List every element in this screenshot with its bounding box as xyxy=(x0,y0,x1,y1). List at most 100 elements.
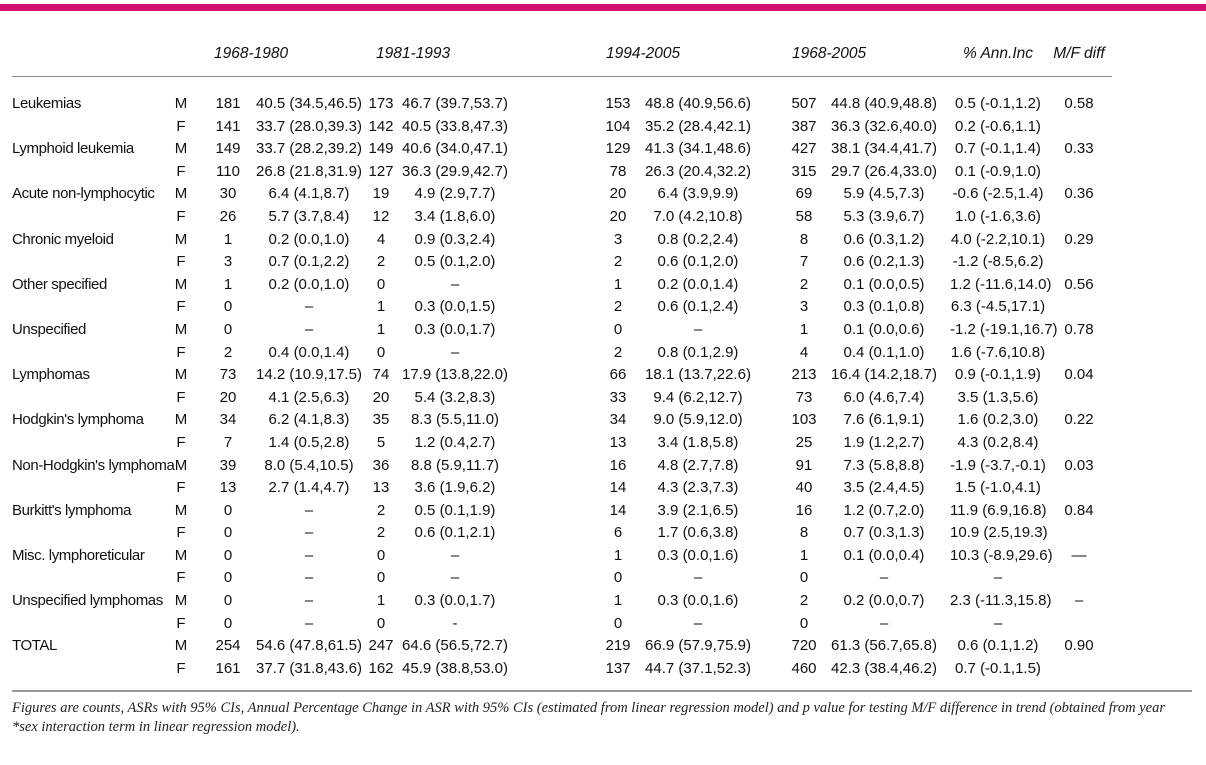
table-row: F 3 0.7 (0.1,2.2) 2 0.5 (0.1,2.0) 2 0.6 (0.1,2… xyxy=(12,251,1112,274)
asr-1981-1993: 0.3 (0.0,1.5) xyxy=(414,298,496,316)
asr-1994-2005: 7.0 (4.2,10.8) xyxy=(653,207,743,225)
header-period-1994-2005: 1994-2005 xyxy=(592,11,752,77)
asr-1968-1980: 14.2 (10.9,17.5) xyxy=(256,366,362,384)
count-1968-1980: 0 xyxy=(223,614,233,632)
asr-1994-2005: – xyxy=(693,569,703,587)
count-1994-2005: 0 xyxy=(613,614,623,632)
asr-1981-1993: 8.3 (5.5,11.0) xyxy=(410,411,500,429)
spacer-cell xyxy=(938,206,950,229)
mf-diff-value xyxy=(1046,613,1112,636)
mf-diff-value xyxy=(1046,251,1112,274)
sex-label: F xyxy=(176,298,186,316)
asr-1968-1980: 33.7 (28.0,39.3) xyxy=(256,117,362,135)
annual-increase-value: 1.6 (0.2,3.0) xyxy=(957,411,1039,429)
disease-label: Leukemias xyxy=(12,95,81,112)
spacer-cell xyxy=(752,409,778,432)
asr-1968-1980: – xyxy=(304,614,314,632)
asr-1968-1980: 8.0 (5.4,10.5) xyxy=(264,456,354,474)
count-1968-1980: 1 xyxy=(223,275,233,293)
asr-1968-1980: – xyxy=(304,592,314,610)
spacer-cell xyxy=(752,500,778,523)
spacer-cell xyxy=(938,590,950,613)
asr-1968-1980: 37.7 (31.8,43.6) xyxy=(256,659,362,677)
disease-label xyxy=(12,477,162,500)
annual-increase-value: – xyxy=(993,614,1003,632)
annual-increase-value: 6.3 (-4.5,17.1) xyxy=(950,298,1046,316)
sex-label: F xyxy=(176,162,186,180)
disease-label xyxy=(12,658,162,681)
asr-1968-2005: 0.1 (0.0,0.4) xyxy=(843,546,925,564)
spacer-cell xyxy=(938,635,950,658)
mf-diff-value xyxy=(1046,567,1112,590)
asr-1968-1980: 2.7 (1.4,4.7) xyxy=(268,479,350,497)
disease-label: Chronic myeloid xyxy=(12,230,114,248)
annual-increase-value: 1.6 (-7.6,10.8) xyxy=(950,343,1046,361)
count-1981-1993: 5 xyxy=(376,433,386,451)
count-1968-2005: 103 xyxy=(791,411,817,429)
asr-1968-2005: 61.3 (56.7,65.8) xyxy=(831,637,937,655)
count-1968-2005: 58 xyxy=(795,207,813,225)
count-1968-1980: 110 xyxy=(216,162,240,180)
count-1994-2005: 104 xyxy=(605,117,631,135)
asr-1981-1993: 17.9 (13.8,22.0) xyxy=(402,366,508,384)
spacer-cell xyxy=(510,206,592,229)
spacer-cell xyxy=(752,138,778,161)
asr-1968-1980: – xyxy=(304,501,314,519)
spacer-cell xyxy=(510,296,592,319)
count-1968-1980: 149 xyxy=(215,140,241,158)
asr-1994-2005: 6.4 (3.9,9.9) xyxy=(657,185,739,203)
count-1968-1980: 254 xyxy=(215,637,241,655)
asr-1968-2005: 44.8 (40.9,48.8) xyxy=(831,95,937,112)
count-1968-1980: 39 xyxy=(219,456,237,474)
count-1981-1993: 2 xyxy=(376,501,386,519)
spacer-cell xyxy=(510,500,592,523)
disease-label: Lymphoid leukemia xyxy=(12,140,134,158)
count-1994-2005: 2 xyxy=(613,343,623,361)
spacer-cell xyxy=(510,364,592,387)
spacer-cell xyxy=(752,116,778,139)
mf-diff-value: 0.36 xyxy=(1064,185,1094,203)
count-1968-2005: 8 xyxy=(799,230,809,248)
spacer-cell xyxy=(752,342,778,365)
count-1994-2005: 34 xyxy=(609,411,627,429)
asr-1968-2005: 5.3 (3.9,6.7) xyxy=(843,207,925,225)
asr-1968-1980: – xyxy=(304,298,314,316)
sex-label: F xyxy=(176,433,186,451)
annual-increase-value: 10.3 (-8.9,29.6) xyxy=(950,546,1053,564)
asr-1968-1980: – xyxy=(304,320,314,338)
annual-increase-value: 1.0 (-1.6,3.6) xyxy=(955,207,1041,225)
count-1968-1980: 0 xyxy=(223,298,233,316)
asr-1968-1980: 1.4 (0.5,2.8) xyxy=(268,433,350,451)
mf-diff-value xyxy=(1046,387,1112,410)
spacer-cell xyxy=(938,229,950,252)
top-accent-bar xyxy=(0,4,1206,11)
annual-increase-value: 0.9 (-0.1,1.9) xyxy=(955,366,1041,384)
mf-diff-value: 0.22 xyxy=(1064,411,1094,429)
asr-1994-2005: 26.3 (20.4,32.2) xyxy=(645,162,751,180)
asr-1994-2005: 4.8 (2.7,7.8) xyxy=(657,456,739,474)
table-row: F 161 37.7 (31.8,43.6) 162 45.9 (38.8,53.0) 1… xyxy=(12,658,1112,681)
sex-label: M xyxy=(174,320,188,338)
asr-1968-2005: 0.1 (0.0,0.5) xyxy=(843,275,925,293)
mf-diff-value: 0.04 xyxy=(1064,366,1094,384)
asr-1994-2005: 4.3 (2.3,7.3) xyxy=(657,479,739,497)
asr-1981-1993: 8.8 (5.9,11.7) xyxy=(410,456,500,474)
count-1981-1993: 0 xyxy=(376,614,386,632)
table-row: Other specified M 1 0.2 (0.0,1.0) 0 – 1 0.2 (0.… xyxy=(12,274,1112,297)
asr-1968-2005: 38.1 (34.4,41.7) xyxy=(831,140,937,158)
count-1994-2005: 1 xyxy=(613,592,623,610)
spacer-cell xyxy=(510,545,592,568)
count-1981-1993: 1 xyxy=(376,592,386,610)
mf-diff-value: — xyxy=(1071,546,1087,564)
header-mf-diff: M/F diff xyxy=(1046,11,1112,77)
count-1968-2005: 720 xyxy=(791,637,817,655)
spacer-cell xyxy=(510,116,592,139)
count-1994-2005: 1 xyxy=(613,275,623,293)
spacer-cell xyxy=(752,319,778,342)
sex-label: M xyxy=(174,592,188,610)
asr-1994-2005: 66.9 (57.9,75.9) xyxy=(645,637,751,655)
spacer-cell xyxy=(938,116,950,139)
count-1994-2005: 6 xyxy=(613,524,623,542)
sex-label: M xyxy=(174,185,188,203)
spacer-cell xyxy=(510,522,592,545)
